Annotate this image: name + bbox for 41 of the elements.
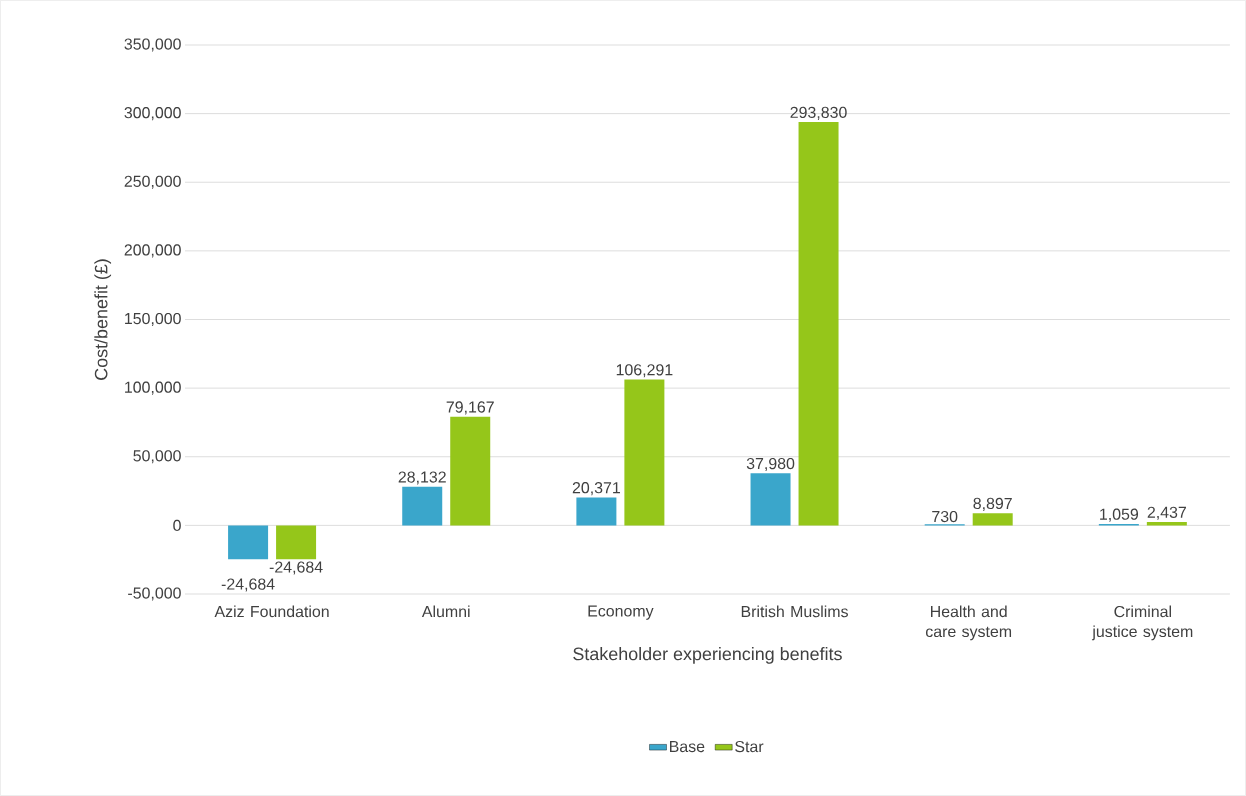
data-label: 293,830 <box>790 106 847 120</box>
bar <box>276 525 317 560</box>
x-axis-title: Stakeholder experiencing benefits <box>573 647 842 664</box>
x-tick-label: British Muslims <box>741 605 848 618</box>
y-tick-label: 50,000 <box>133 450 181 464</box>
data-label: 730 <box>932 510 958 523</box>
y-tick-label: -50,000 <box>128 587 181 601</box>
y-tick-label: 350,000 <box>124 38 181 52</box>
x-tick-label: Economy <box>588 605 654 620</box>
y-tick-label: 300,000 <box>124 107 181 121</box>
data-label: 106,291 <box>616 364 673 378</box>
bar <box>1146 522 1187 526</box>
data-label: -24,684 <box>221 578 275 592</box>
bar <box>402 486 443 526</box>
x-tick-label: Aziz Foundation <box>214 605 329 618</box>
bar <box>450 416 491 526</box>
y-axis-title: Cost/benefit (£) <box>94 259 112 380</box>
x-tick-label: Health and care system <box>925 605 1012 641</box>
data-label: 1,059 <box>1100 508 1139 522</box>
data-label: -24,684 <box>269 561 323 575</box>
data-label: 20,371 <box>572 482 620 496</box>
legend-label: Base <box>670 741 705 753</box>
data-label: 2,437 <box>1147 506 1186 520</box>
bar <box>228 525 269 560</box>
y-tick-label: 250,000 <box>124 175 181 189</box>
bar <box>798 122 839 526</box>
bar <box>750 473 791 526</box>
data-label: 79,167 <box>446 401 494 415</box>
y-tick-label: 150,000 <box>125 312 181 327</box>
legend-label: Star <box>735 740 764 753</box>
x-tick-label: Alumni <box>421 605 470 618</box>
data-label: 37,980 <box>746 457 795 472</box>
y-tick-label: 100,000 <box>125 381 181 395</box>
bar <box>624 379 665 526</box>
y-tick-label: 0 <box>173 519 181 532</box>
bar <box>972 513 1013 526</box>
y-tick-label: 200,000 <box>124 244 181 258</box>
data-label: 8,897 <box>973 497 1012 511</box>
x-tick-label: Criminal justice system <box>1091 605 1193 641</box>
data-label: 28,132 <box>398 471 446 485</box>
bar <box>576 497 617 526</box>
